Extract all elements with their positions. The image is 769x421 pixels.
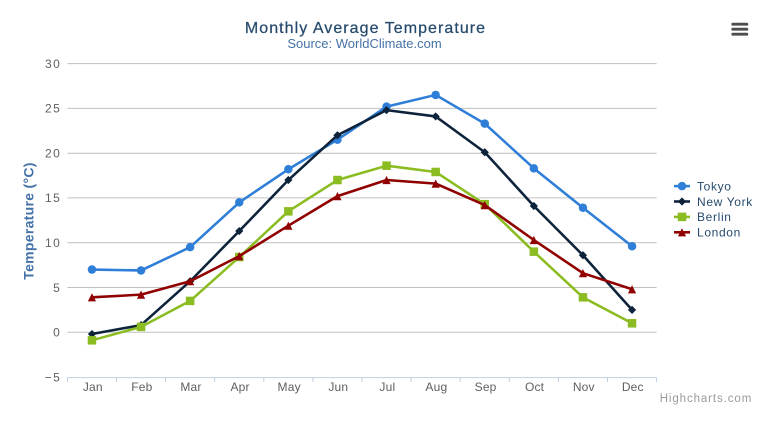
svg-text:Oct: Oct — [525, 380, 545, 394]
svg-text:Nov: Nov — [573, 380, 595, 394]
svg-text:Apr: Apr — [230, 380, 249, 394]
svg-text:Mar: Mar — [180, 380, 201, 394]
svg-text:Tokyo: Tokyo — [697, 179, 732, 193]
svg-text:Aug: Aug — [425, 380, 447, 394]
svg-text:Temperature (°C): Temperature (°C) — [21, 162, 37, 280]
svg-text:Highcharts.com: Highcharts.com — [660, 393, 753, 405]
svg-text:30: 30 — [45, 57, 61, 71]
svg-text:Jul: Jul — [379, 380, 395, 394]
svg-text:5: 5 — [53, 281, 61, 295]
svg-text:25: 25 — [45, 102, 61, 116]
svg-text:Sep: Sep — [475, 380, 497, 394]
svg-text:Feb: Feb — [131, 380, 152, 394]
svg-text:Jun: Jun — [328, 380, 348, 394]
svg-text:−5: −5 — [45, 370, 62, 384]
svg-text:15: 15 — [45, 191, 61, 205]
svg-text:Dec: Dec — [622, 380, 644, 394]
svg-text:Berlin: Berlin — [697, 210, 732, 224]
svg-text:Monthly Average Temperature: Monthly Average Temperature — [245, 20, 486, 37]
svg-text:London: London — [697, 226, 741, 240]
svg-text:Source: WorldClimate.com: Source: WorldClimate.com — [287, 36, 441, 51]
svg-text:Jan: Jan — [83, 380, 103, 394]
svg-text:New York: New York — [697, 195, 753, 209]
svg-text:10: 10 — [45, 236, 61, 250]
svg-text:20: 20 — [45, 147, 61, 161]
svg-text:May: May — [278, 380, 301, 394]
svg-text:0: 0 — [53, 326, 61, 340]
